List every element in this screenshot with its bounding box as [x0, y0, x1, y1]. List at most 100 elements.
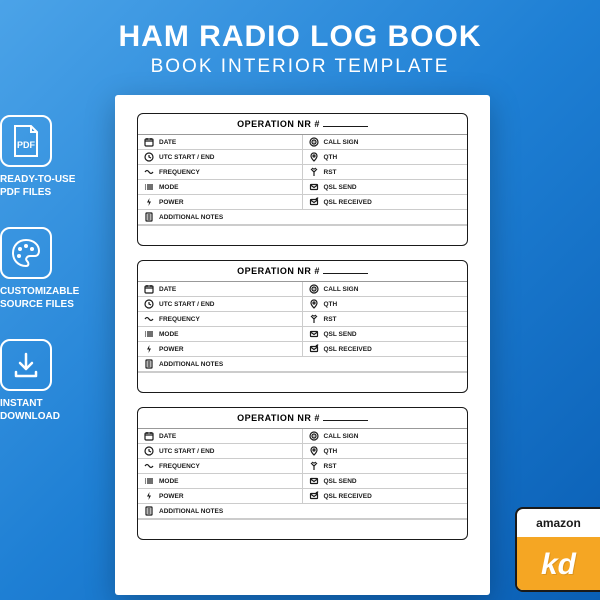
field-label: FREQUENCY — [159, 169, 200, 176]
log-row: DATE CALL SIGN — [138, 282, 467, 297]
field-label: CALL SIGN — [324, 139, 359, 146]
receive-icon — [309, 491, 319, 501]
log-row: UTC START / END QTH — [138, 444, 467, 459]
field-power: POWER — [138, 342, 303, 356]
field-label: ADDITIONAL NOTES — [159, 214, 223, 221]
clock-icon — [144, 299, 154, 309]
field-frequency: FREQUENCY — [138, 312, 303, 326]
field-label: MODE — [159, 478, 179, 485]
field-rst: RST — [303, 459, 468, 473]
log-block: OPERATION NR # DATE CALL SIGN UTC START … — [137, 113, 468, 246]
field-label: RST — [324, 316, 337, 323]
field-call-sign: CALL SIGN — [303, 135, 468, 149]
operation-header: OPERATION NR # — [138, 261, 467, 282]
log-row: FREQUENCY RST — [138, 165, 467, 180]
field-rst: RST — [303, 312, 468, 326]
log-row: MODE QSL SEND — [138, 180, 467, 195]
field-qsl-send: QSL SEND — [303, 327, 468, 341]
feature-label: READY-TO-USEPDF FILES — [0, 173, 90, 199]
field-label: QTH — [324, 301, 338, 308]
notes-space — [138, 225, 467, 245]
field-label: QTH — [324, 448, 338, 455]
field-additional-notes: ADDITIONAL NOTES — [138, 504, 467, 518]
notes-icon — [144, 359, 154, 369]
field-label: MODE — [159, 184, 179, 191]
field-label: UTC START / END — [159, 301, 215, 308]
pdf-icon: PDF — [0, 115, 52, 167]
signal-icon — [144, 461, 154, 471]
field-qsl-send: QSL SEND — [303, 180, 468, 194]
field-label: ADDITIONAL NOTES — [159, 508, 223, 515]
log-row: MODE QSL SEND — [138, 327, 467, 342]
pin-icon — [309, 299, 319, 309]
log-row: MODE QSL SEND — [138, 474, 467, 489]
log-row: POWER QSL RECEIVED — [138, 342, 467, 357]
clock-icon — [144, 446, 154, 456]
send-icon — [309, 329, 319, 339]
field-date: DATE — [138, 282, 303, 296]
operation-header: OPERATION NR # — [138, 114, 467, 135]
field-date: DATE — [138, 135, 303, 149]
antenna-icon — [309, 167, 319, 177]
list-icon — [144, 476, 154, 486]
clock-icon — [144, 152, 154, 162]
receive-icon — [309, 197, 319, 207]
field-label: POWER — [159, 199, 184, 206]
field-mode: MODE — [138, 327, 303, 341]
log-row: POWER QSL RECEIVED — [138, 489, 467, 504]
feature-pdf: PDF READY-TO-USEPDF FILES — [0, 115, 90, 199]
palette-icon — [0, 227, 52, 279]
log-row: POWER QSL RECEIVED — [138, 195, 467, 210]
field-date: DATE — [138, 429, 303, 443]
kdp-text: kd — [541, 548, 576, 582]
calendar-icon — [144, 431, 154, 441]
field-additional-notes: ADDITIONAL NOTES — [138, 357, 467, 371]
field-call-sign: CALL SIGN — [303, 282, 468, 296]
field-label: QSL RECEIVED — [324, 493, 372, 500]
field-label: QTH — [324, 154, 338, 161]
feature-palette: CUSTOMIZABLESOURCE FILES — [0, 227, 90, 311]
feature-download: INSTANTDOWNLOAD — [0, 339, 90, 423]
receive-icon — [309, 344, 319, 354]
field-utc-start-end: UTC START / END — [138, 297, 303, 311]
field-qth: QTH — [303, 297, 468, 311]
log-row-notes: ADDITIONAL NOTES — [138, 210, 467, 225]
field-label: UTC START / END — [159, 448, 215, 455]
feature-label: CUSTOMIZABLESOURCE FILES — [0, 285, 90, 311]
field-qsl-received: QSL RECEIVED — [303, 342, 468, 356]
template-page: OPERATION NR # DATE CALL SIGN UTC START … — [115, 95, 490, 595]
antenna-icon — [309, 314, 319, 324]
field-label: FREQUENCY — [159, 316, 200, 323]
signal-icon — [144, 167, 154, 177]
log-row: DATE CALL SIGN — [138, 135, 467, 150]
features-sidebar: PDF READY-TO-USEPDF FILES CUSTOMIZABLESO… — [0, 115, 90, 451]
send-icon — [309, 476, 319, 486]
target-icon — [309, 284, 319, 294]
list-icon — [144, 329, 154, 339]
kdp-orange: kd — [517, 537, 600, 592]
field-label: POWER — [159, 493, 184, 500]
field-power: POWER — [138, 489, 303, 503]
field-label: FREQUENCY — [159, 463, 200, 470]
field-label: DATE — [159, 286, 176, 293]
calendar-icon — [144, 137, 154, 147]
svg-text:PDF: PDF — [17, 140, 36, 150]
field-label: CALL SIGN — [324, 433, 359, 440]
power-icon — [144, 491, 154, 501]
field-label: CALL SIGN — [324, 286, 359, 293]
field-label: QSL SEND — [324, 184, 357, 191]
power-icon — [144, 197, 154, 207]
log-row: UTC START / END QTH — [138, 297, 467, 312]
field-label: QSL RECEIVED — [324, 346, 372, 353]
log-row: FREQUENCY RST — [138, 459, 467, 474]
field-label: UTC START / END — [159, 154, 215, 161]
field-mode: MODE — [138, 180, 303, 194]
field-qth: QTH — [303, 444, 468, 458]
field-qth: QTH — [303, 150, 468, 164]
main-title: HAM RADIO LOG BOOK — [0, 20, 600, 54]
field-rst: RST — [303, 165, 468, 179]
notes-icon — [144, 212, 154, 222]
pin-icon — [309, 446, 319, 456]
log-row: DATE CALL SIGN — [138, 429, 467, 444]
field-mode: MODE — [138, 474, 303, 488]
